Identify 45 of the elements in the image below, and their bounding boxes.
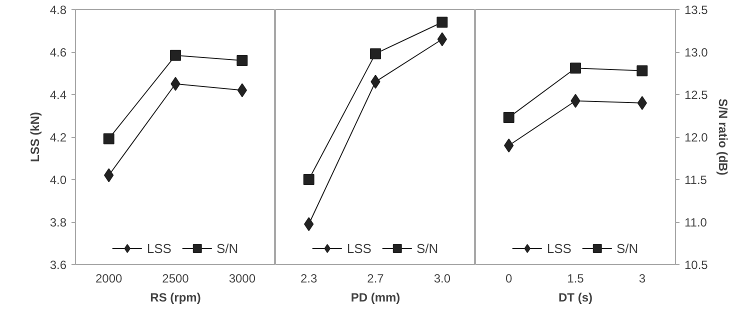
point <box>637 96 647 110</box>
point <box>303 174 314 185</box>
text: PD (mm) <box>350 290 400 304</box>
point <box>170 50 181 61</box>
y-tick-label: 3.6 <box>50 258 67 272</box>
y2-tick-label: 13.5 <box>684 3 708 17</box>
x-tick-label: 2.7 <box>367 272 384 286</box>
legend-label: LSS <box>346 240 372 256</box>
x-tick-label: 3 <box>638 272 646 286</box>
point <box>504 138 514 152</box>
x-tick-label: 2000 <box>95 272 123 286</box>
x-tick-label: 2500 <box>162 272 190 286</box>
x-tick-label: 3000 <box>228 272 256 286</box>
y2-tick-label: 13.0 <box>684 46 708 60</box>
legend-label: S/N <box>416 240 438 256</box>
legend-label: S/N <box>616 240 638 256</box>
y2-tick-label: 12.0 <box>684 130 708 144</box>
legend-label: LSS <box>546 240 572 256</box>
y-tick-label: 4.4 <box>50 88 67 102</box>
x-tick-label: 3.0 <box>434 272 451 286</box>
x-tick-label: 0 <box>505 272 512 286</box>
y-tick-label: 3.8 <box>50 216 67 230</box>
y-tick-label: 4.2 <box>50 130 67 144</box>
y-tick-label: 4.8 <box>50 3 67 17</box>
point <box>103 133 114 144</box>
text: RS (rpm) <box>150 290 201 304</box>
point <box>436 16 448 28</box>
y-axis-title: LSS (kN) <box>28 112 42 162</box>
x-tick-label: 1.5 <box>567 272 584 286</box>
y2-tick-label: 11.0 <box>684 216 708 230</box>
y2-axis-title: S/N ratio (dB) <box>716 98 730 176</box>
point <box>636 65 648 76</box>
point <box>236 55 248 66</box>
y-tick-label: 4.6 <box>50 46 67 60</box>
legend-label: LSS <box>146 240 172 256</box>
legend-label: S/N <box>216 240 238 256</box>
x-tick-label: 2.3 <box>300 272 318 286</box>
point <box>370 48 381 60</box>
text: DT (s) <box>558 290 592 304</box>
y2-tick-label: 10.5 <box>684 258 708 272</box>
y-tick-label: 4.0 <box>50 173 67 187</box>
y2-tick-label: 12.5 <box>684 88 708 102</box>
y2-tick-label: 11.5 <box>684 173 708 187</box>
point <box>570 62 581 74</box>
point <box>503 112 514 123</box>
